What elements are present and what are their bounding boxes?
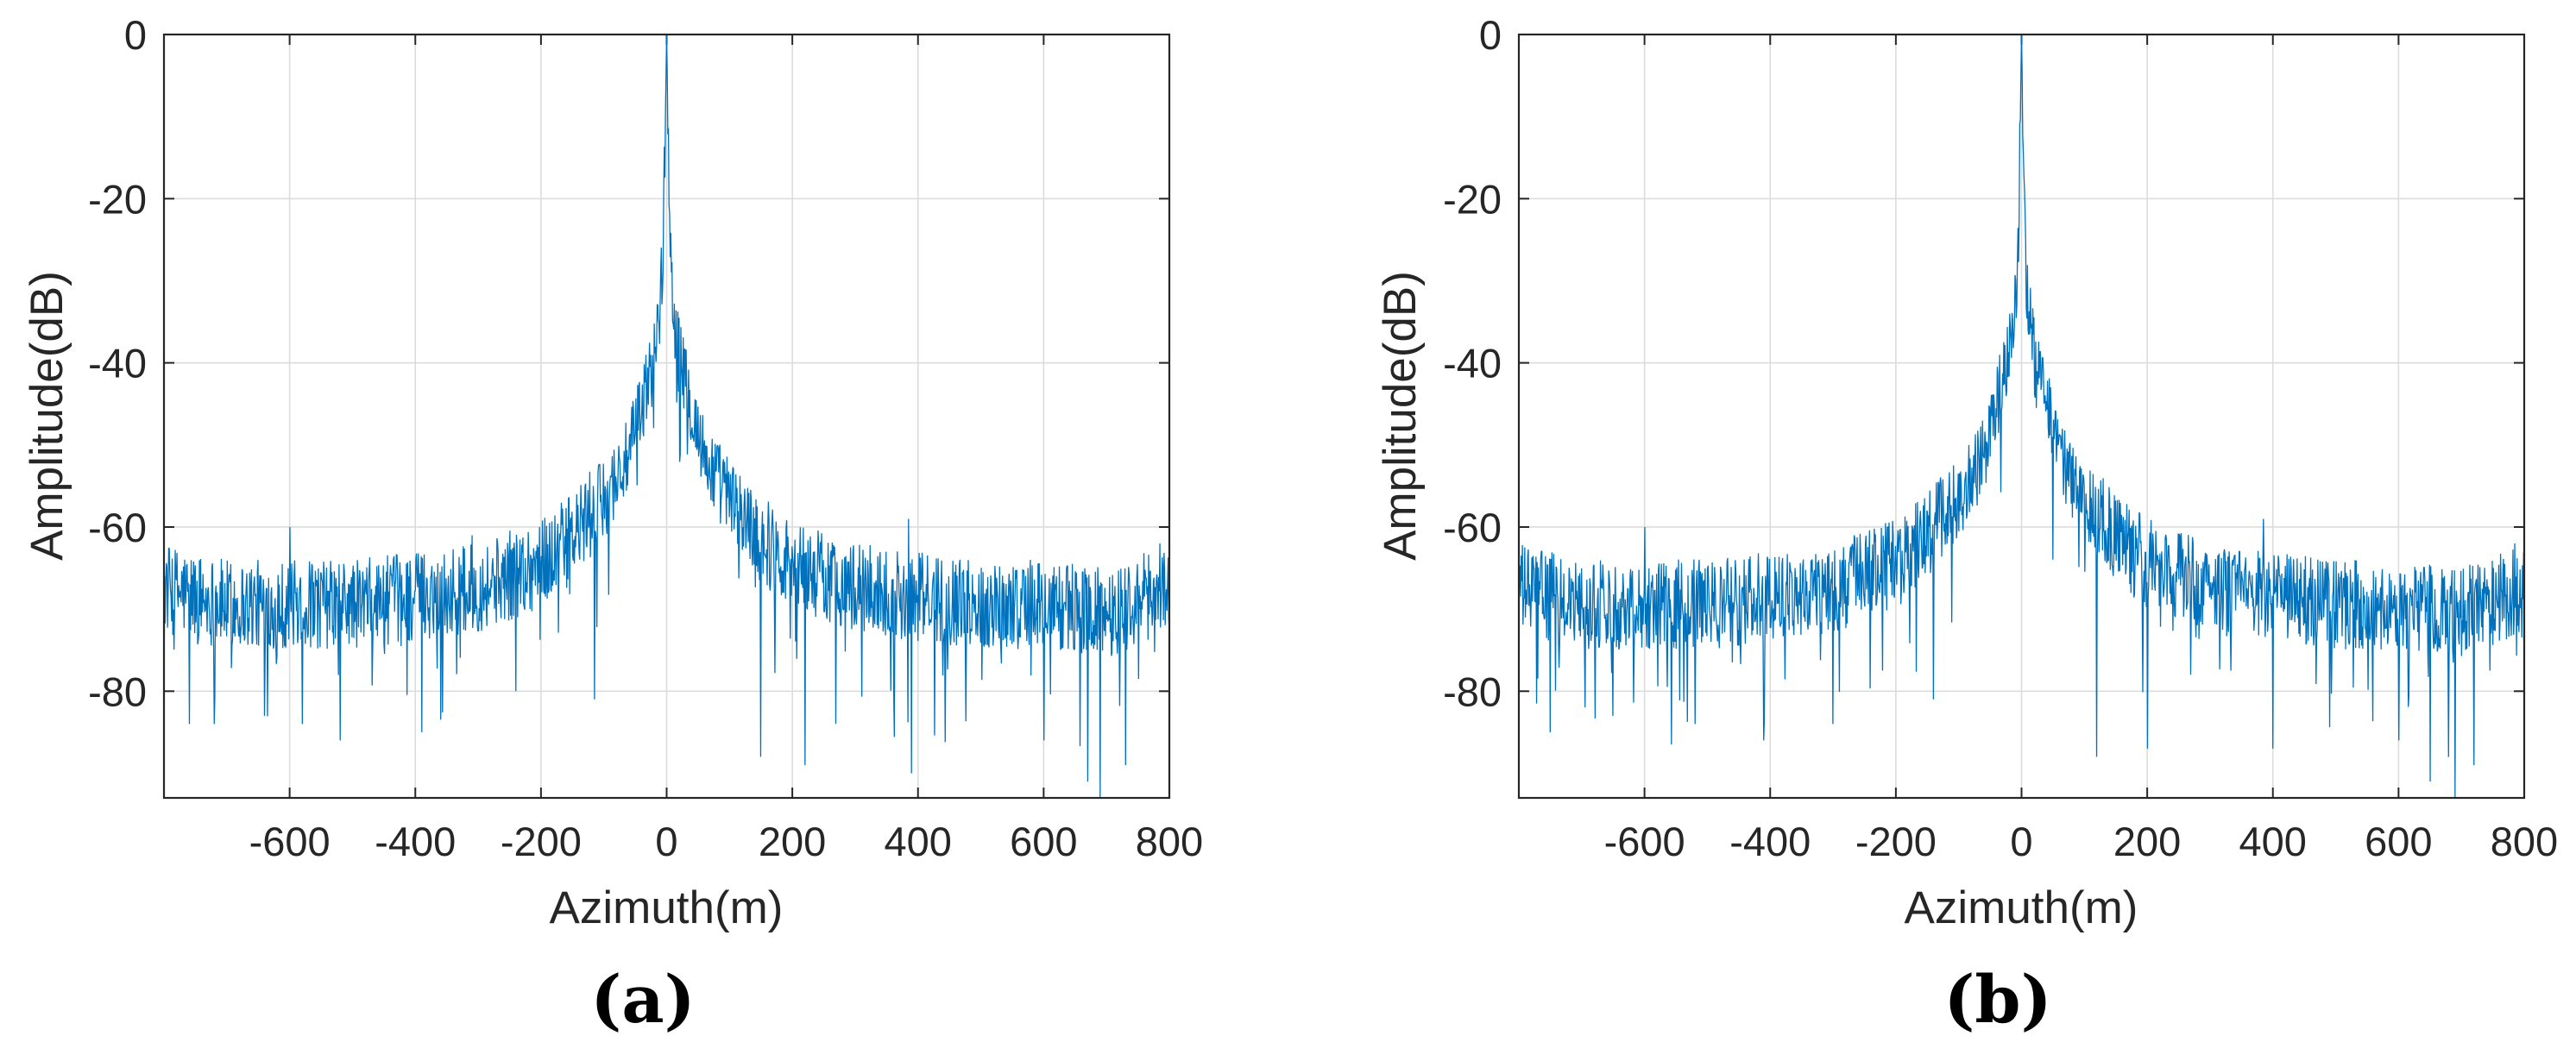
panel-b-x-tick-label: 400 bbox=[2239, 819, 2307, 864]
panel-a-x-tick-label: 600 bbox=[1010, 819, 1077, 864]
panel-a-y-tick-label: -20 bbox=[88, 176, 147, 222]
panel-b-y-tick-label: 0 bbox=[1479, 12, 1502, 58]
panel-b-x-axis-label: Azimuth(m) bbox=[1905, 882, 2138, 933]
panel-b-caption: (b) bbox=[1943, 961, 2051, 1038]
panel-a-y-tick-label: -60 bbox=[88, 505, 147, 550]
panel-b-x-tick-label: -400 bbox=[1729, 819, 1811, 864]
panel-b-x-tick-label: 0 bbox=[2010, 819, 2032, 864]
panel-a-x-tick-label: 200 bbox=[759, 819, 826, 864]
panel-b-y-tick-label: -60 bbox=[1443, 505, 1502, 550]
panel-a-x-tick-label: 0 bbox=[655, 819, 677, 864]
panel-b-axes-box bbox=[1517, 33, 2526, 800]
panel-a-axes-box bbox=[162, 33, 1171, 800]
panel-a-x-tick-label: -400 bbox=[375, 819, 456, 864]
panel-a-y-axis-label: Amplitude(dB) bbox=[22, 271, 72, 561]
panel-b-y-ticks: -80 -60 -40 -20 0 bbox=[1443, 12, 2524, 714]
panel-b-x-tick-label: 800 bbox=[2491, 819, 2558, 864]
panel-b-x-tick-label: 200 bbox=[2113, 819, 2181, 864]
panel-a-y-tick-label: -40 bbox=[88, 341, 147, 386]
panel-a-y-tick-label: 0 bbox=[124, 12, 147, 58]
panel-a-x-ticks: -600 -400 -200 0 200 400 600 800 bbox=[249, 35, 1203, 864]
panel-b-y-axis-label: Amplitude(dB) bbox=[1375, 271, 1426, 561]
panel-a-x-axis-label: Azimuth(m) bbox=[550, 882, 784, 933]
panel-b-x-ticks: -600 -400 -200 0 200 400 600 800 bbox=[1604, 35, 2558, 864]
panel-a-grid bbox=[164, 35, 1169, 798]
panel-b-x-tick-label: 600 bbox=[2365, 819, 2432, 864]
panel-b-y-tick-label: -40 bbox=[1443, 341, 1502, 386]
panel-b: -600 -400 -200 0 200 400 600 800 -80-60-40-200 … bbox=[1375, 12, 2558, 1038]
panel-a-x-tick-label: 800 bbox=[1136, 819, 1203, 864]
panel-b-y-tick-label: -20 bbox=[1443, 176, 1502, 222]
panel-a-x-tick-label: -600 bbox=[249, 819, 331, 864]
panel-a-x-tick-label: -200 bbox=[501, 819, 582, 864]
panel-b-x-tick-label: -600 bbox=[1604, 819, 1685, 864]
panel-a-caption: (a) bbox=[590, 961, 695, 1038]
panel-a-x-tick-label: 400 bbox=[885, 819, 952, 864]
panel-b-x-tick-label: -200 bbox=[1855, 819, 1937, 864]
panel-b-y-tick-label: -80 bbox=[1443, 669, 1502, 714]
panel-a-y-ticks: -80 -60 -40 -20 0 bbox=[88, 12, 1169, 714]
panel-a: -600 -400 -200 0 200 400 600 800 -80-60-40-200 … bbox=[22, 12, 1203, 1038]
panel-a-y-tick-label: -80 bbox=[88, 669, 147, 714]
